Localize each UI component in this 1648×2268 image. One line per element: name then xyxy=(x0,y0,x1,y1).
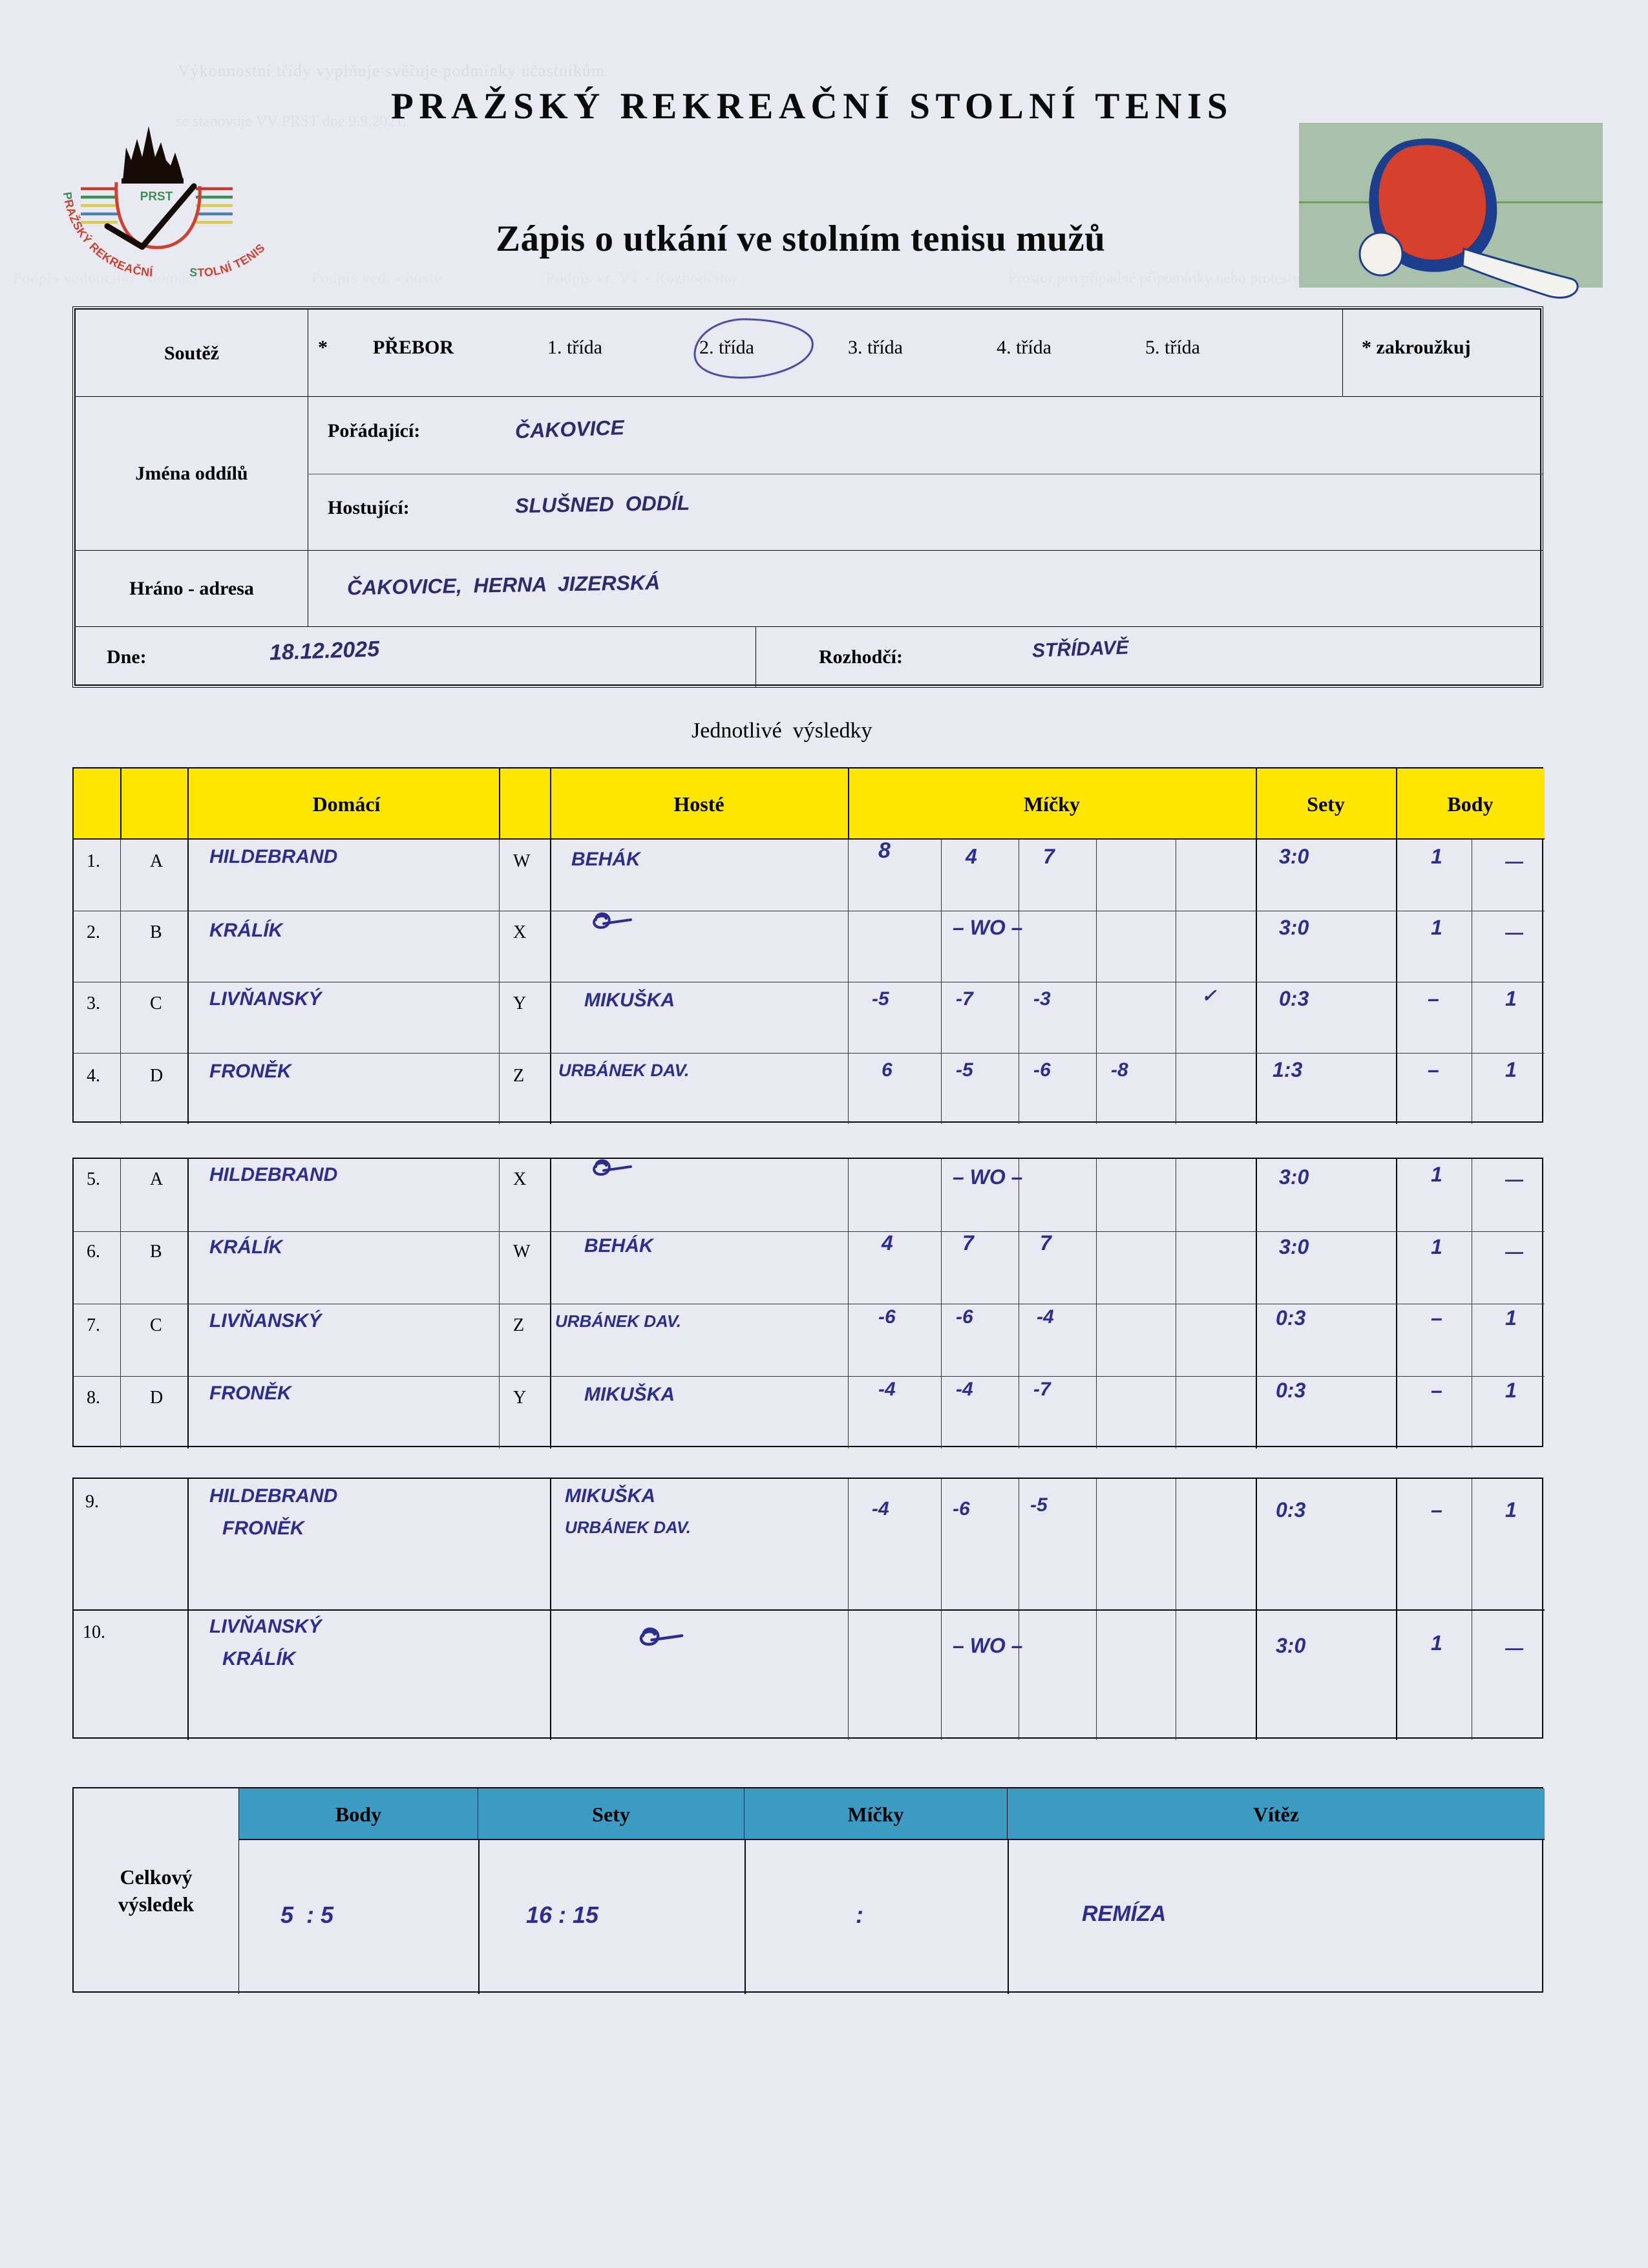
svg-text:STOLNÍ TENIS: STOLNÍ TENIS xyxy=(189,241,268,279)
svg-text:PRST: PRST xyxy=(140,190,173,204)
